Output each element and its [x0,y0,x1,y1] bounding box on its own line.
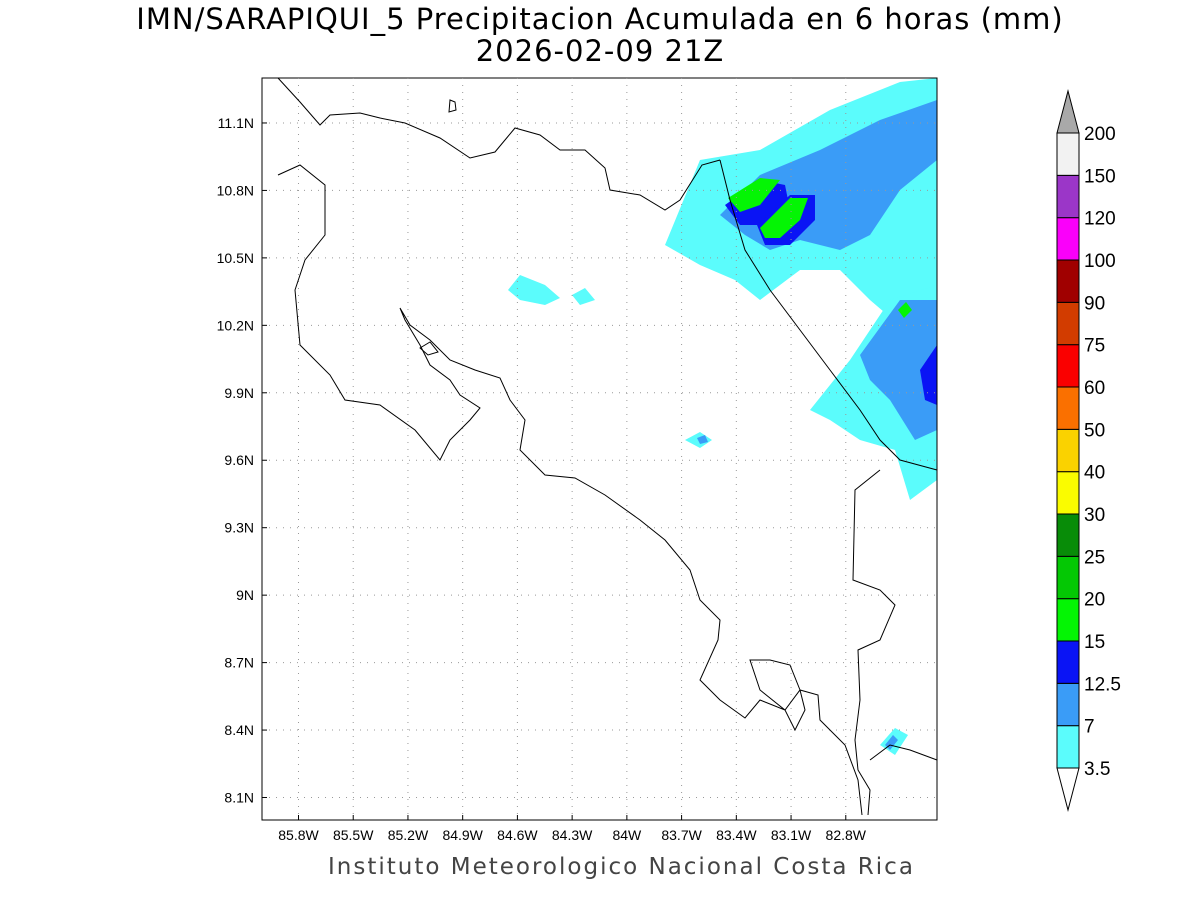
x-tick-label: 84W [612,827,642,843]
colorbar-level-label: 60 [1084,378,1105,399]
colorbar-swatch [1056,428,1080,473]
colorbar-level-label: 25 [1084,547,1105,568]
north-border-line [277,77,721,211]
y-tick-label: 9.3N [224,520,254,536]
colorbar-over-triangle [1056,89,1080,134]
y-tick-label: 10.2N [217,317,254,333]
colorbar-level-label: 20 [1084,590,1105,611]
colorbar-level-label: 100 [1084,251,1116,272]
precipitation-field [508,78,937,755]
x-tick-label: 82.8W [826,827,867,843]
colorbar-level-label: 150 [1084,166,1116,187]
x-tick-label: 83.4W [716,827,757,843]
colorbar-level-label: 3.5 [1084,759,1110,780]
institution-credit: Instituto Meteorologico Nacional Costa R… [328,854,915,880]
coastlines [277,77,938,816]
colorbar-level-label: 75 [1084,336,1105,357]
x-tick-label: 85.8W [278,827,319,843]
colorbar-under-triangle [1056,767,1080,812]
panama-border-line [852,469,896,816]
colorbar-level-label: 12.5 [1084,674,1121,695]
x-axis-ticks: 85.8W 85.5W 85.2W 84.9W 84.6W 84.3W 84W 83.7W 83… [278,815,867,843]
colorbar-level-label: 50 [1084,420,1105,441]
colorbar-swatch [1056,174,1080,219]
colorbar-swatch [1056,386,1080,430]
colorbar-swatch [1056,555,1080,600]
colorbar-level-label: 7 [1084,717,1095,738]
y-tick-label: 11.1N [218,115,254,131]
x-tick-label: 84.6W [497,827,538,843]
colorbar-level-label: 40 [1084,463,1105,484]
y-tick-label: 9N [236,587,254,603]
colorbar-swatch [1056,132,1080,176]
colorbar-swatch [1056,682,1080,727]
colorbar-swatch [1056,640,1080,684]
x-tick-label: 84.3W [552,827,593,843]
panama-coast-line [869,744,938,761]
gulf-island [419,341,439,356]
precip-area-green-2 [760,198,808,238]
x-tick-label: 85.2W [388,827,429,843]
pacific-coast-line [277,164,863,816]
y-tick-label: 10.8N [217,182,254,198]
precip-blob-central [508,275,560,305]
x-tick-label: 85.5W [333,827,374,843]
map-title: IMN/SARAPIQUI_5 Precipitacion Acumulada … [136,2,1064,36]
gridlines [262,78,937,820]
lake-nicaragua-island [448,99,457,113]
colorbar-swatch [1056,259,1080,303]
colorbar-swatch [1056,725,1080,769]
y-tick-label: 8.1N [224,790,254,806]
precip-blob-caribbean-2 [697,435,708,444]
precip-area-darkblue-3 [920,345,937,405]
colorbar-swatch [1056,513,1080,557]
y-tick-label: 9.9N [224,385,254,401]
x-tick-label: 84.9W [442,827,483,843]
colorbar-level-label: 200 [1084,124,1116,145]
y-axis-ticks: 11.1N 10.8N 10.5N 10.2N 9.9N 9.6N 9.3N 9N 8.7N 8.… [217,115,267,806]
colorbar-level-label: 90 [1084,293,1105,314]
colorbar-level-label: 120 [1084,209,1116,230]
precip-area-green-3 [898,302,912,318]
colorbar-swatch [1056,301,1080,346]
x-tick-label: 83.7W [661,827,702,843]
y-tick-label: 8.4N [224,722,254,738]
y-tick-label: 8.7N [224,655,254,671]
map-frame [261,77,938,821]
caribbean-coast-line [719,159,938,471]
colorbar: 3.5 7 12.5 15 20 25 30 40 50 60 75 90 100 120 150 200 [1056,89,1121,812]
precip-area-green-1 [728,178,780,212]
y-tick-label: 9.6N [224,452,254,468]
y-tick-label: 10.5N [217,250,254,266]
colorbar-swatch [1056,598,1080,642]
map-subtitle: 2026-02-09 21Z [475,34,725,68]
x-tick-label: 83.1W [771,827,812,843]
colorbar-swatch [1056,217,1080,261]
colorbar-swatch [1056,471,1080,515]
colorbar-swatch [1056,344,1080,388]
colorbar-level-label: 15 [1084,632,1105,653]
precip-blob-central-2 [572,288,595,305]
precip-area-blue-east [860,300,937,440]
colorbar-level-label: 30 [1084,505,1105,526]
